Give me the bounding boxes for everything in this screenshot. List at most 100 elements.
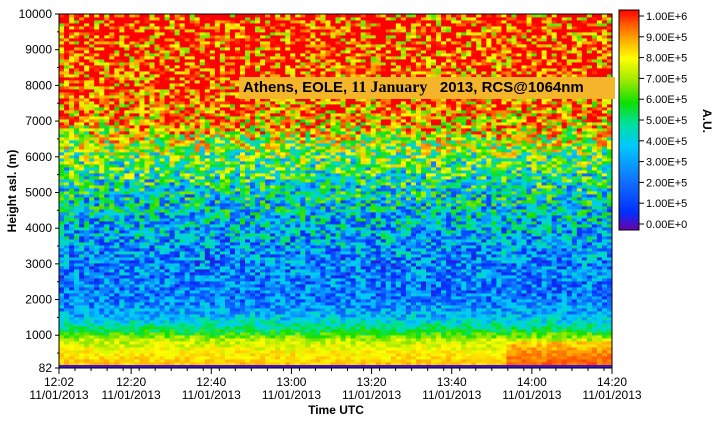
heatmap-cell	[441, 275, 447, 279]
heatmap-cell	[275, 296, 281, 300]
heatmap-cell	[516, 359, 522, 363]
heatmap-cell	[270, 299, 276, 303]
heatmap-cell	[250, 293, 256, 297]
heatmap-cell	[104, 305, 110, 309]
heatmap-cell	[320, 278, 326, 282]
heatmap-cell	[486, 236, 492, 240]
heatmap-cell	[501, 326, 507, 330]
heatmap-cell	[64, 233, 70, 237]
heatmap-cell	[516, 326, 522, 330]
heatmap-cell	[461, 356, 467, 360]
heatmap-cell	[204, 254, 211, 258]
heatmap-cell	[305, 233, 311, 237]
heatmap-cell	[179, 317, 186, 321]
heatmap-cell	[596, 272, 603, 276]
heatmap-cell	[446, 326, 452, 330]
heatmap-cell	[154, 233, 160, 237]
heatmap-cell	[159, 269, 165, 273]
heatmap-cell	[471, 275, 477, 279]
heatmap-cell	[59, 335, 65, 339]
heatmap-cell	[119, 251, 125, 255]
heatmap-cell	[245, 260, 251, 264]
heatmap-cell	[466, 296, 472, 300]
heatmap-cell	[129, 245, 135, 249]
heatmap-cell	[265, 341, 271, 345]
heatmap-cell	[591, 311, 598, 315]
heatmap-cell	[295, 296, 301, 300]
heatmap-cell	[179, 287, 186, 291]
heatmap-cell	[260, 305, 266, 309]
heatmap-cell	[556, 332, 563, 336]
heatmap-cell	[290, 245, 296, 249]
heatmap-cell	[280, 332, 286, 336]
heatmap-cell	[265, 335, 271, 339]
heatmap-cell	[390, 362, 397, 366]
heatmap-cell	[245, 242, 251, 246]
heatmap-cell	[420, 242, 427, 246]
heatmap-cell	[496, 326, 502, 330]
heatmap-cell	[451, 263, 457, 267]
heatmap-cell	[260, 299, 266, 303]
heatmap-cell	[144, 254, 150, 258]
heatmap-cell	[471, 233, 477, 237]
heatmap-cell	[275, 293, 281, 297]
heatmap-cell	[506, 299, 512, 303]
heatmap-cell	[506, 254, 512, 258]
heatmap-cell	[229, 341, 236, 345]
heatmap-cell	[270, 272, 276, 276]
heatmap-cell	[571, 239, 578, 243]
heatmap-cell	[290, 308, 296, 312]
heatmap-cell	[420, 278, 427, 282]
heatmap-cell	[280, 281, 286, 285]
heatmap-cell	[69, 362, 75, 366]
heatmap-cell	[481, 245, 487, 249]
heatmap-cell	[224, 308, 231, 312]
heatmap-cell	[355, 302, 362, 306]
heatmap-cell	[59, 239, 65, 243]
heatmap-cell	[89, 278, 95, 282]
heatmap-cell	[596, 239, 603, 243]
heatmap-cell	[270, 281, 276, 285]
heatmap-cell	[506, 290, 512, 294]
heatmap-cell	[355, 305, 362, 309]
heatmap-cell	[496, 347, 502, 351]
heatmap-cell	[290, 338, 296, 342]
heatmap-cell	[224, 245, 231, 249]
heatmap-cell	[209, 332, 216, 336]
heatmap-cell	[169, 233, 176, 237]
heatmap-cell	[154, 311, 160, 315]
heatmap-cell	[506, 233, 512, 237]
heatmap-cell	[320, 233, 326, 237]
heatmap-cell	[234, 305, 241, 309]
heatmap-cell	[431, 299, 437, 303]
heatmap-cell	[214, 242, 221, 246]
heatmap-cell	[601, 290, 608, 294]
heatmap-cell	[561, 293, 568, 297]
heatmap-cell	[531, 293, 537, 297]
heatmap-cell	[360, 239, 367, 243]
heatmap-cell	[491, 317, 497, 321]
heatmap-cell	[591, 266, 598, 270]
heatmap-cell	[345, 317, 351, 321]
heatmap-cell	[395, 320, 402, 324]
heatmap-cell	[556, 236, 563, 240]
heatmap-cell	[551, 275, 558, 279]
heatmap-cell	[139, 242, 145, 246]
heatmap-cell	[405, 320, 412, 324]
heatmap-cell	[375, 314, 382, 318]
heatmap-cell	[260, 311, 266, 315]
heatmap-cell	[159, 272, 165, 276]
heatmap-cell	[174, 314, 181, 318]
heatmap-cell	[591, 293, 598, 297]
heatmap-cell	[561, 308, 568, 312]
heatmap-cell	[335, 338, 341, 342]
heatmap-cell	[451, 344, 457, 348]
heatmap-cell	[104, 236, 110, 240]
heatmap-cell	[446, 278, 452, 282]
heatmap-cell	[134, 248, 140, 252]
heatmap-cell	[400, 311, 407, 315]
heatmap-cell	[531, 233, 537, 237]
heatmap-cell	[250, 248, 256, 252]
heatmap-cell	[290, 335, 296, 339]
heatmap-cell	[581, 233, 588, 237]
